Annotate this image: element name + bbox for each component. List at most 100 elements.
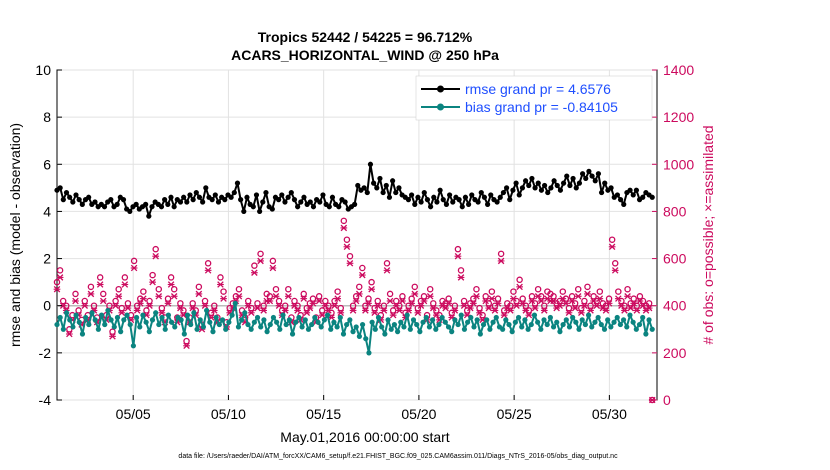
bias-point xyxy=(401,324,407,330)
obs-assimilated-point xyxy=(602,307,610,314)
obs-assimilated-point xyxy=(146,302,153,309)
obs-assimilated-point xyxy=(96,281,104,288)
bias-point xyxy=(124,312,130,318)
bias-point xyxy=(426,324,433,330)
obs-assimilated-point xyxy=(417,302,425,309)
rmse-point xyxy=(257,208,263,215)
bias-point xyxy=(79,331,86,337)
obs-assimilated-point xyxy=(540,307,548,314)
bias-point xyxy=(535,319,541,325)
bias-point xyxy=(318,324,324,330)
bias-point xyxy=(436,321,442,328)
obs-possible-point xyxy=(149,271,156,279)
bias-point xyxy=(538,326,544,332)
obs-assimilated-point xyxy=(408,300,416,307)
bias-point xyxy=(226,319,232,325)
obs-possible-point xyxy=(115,285,122,293)
obs-possible-point xyxy=(534,285,542,293)
x-tick-label-4: 05/25 xyxy=(497,406,532,422)
bias-point xyxy=(404,312,410,318)
obs-possible-point xyxy=(636,293,644,300)
obs-assimilated-point xyxy=(136,300,144,307)
bias-point xyxy=(286,317,292,323)
bias-point xyxy=(229,312,235,318)
rmse-point xyxy=(434,199,440,205)
obs-possible-point xyxy=(167,274,175,281)
bias-point xyxy=(70,324,76,330)
rmse-point xyxy=(73,192,79,198)
obs-possible-point xyxy=(568,293,576,300)
bias-point xyxy=(248,326,254,332)
obs-assimilated-point xyxy=(473,293,480,300)
bias-point xyxy=(528,321,534,328)
bias-point xyxy=(465,319,471,325)
obs-assimilated-point xyxy=(476,309,483,317)
rmse-point xyxy=(557,187,564,193)
bias-point xyxy=(274,319,280,325)
obs-assimilated-point xyxy=(260,307,267,314)
y-right-tick-label-0: 0 xyxy=(663,392,671,408)
bias-point xyxy=(347,317,353,323)
bias-point xyxy=(487,326,493,332)
obs-possible-point xyxy=(596,288,604,295)
rmse-point xyxy=(576,180,583,186)
obs-assimilated-point xyxy=(177,304,184,312)
rmse-point xyxy=(541,182,548,189)
obs-possible-point xyxy=(383,260,391,267)
x-tick-label-1: 05/10 xyxy=(211,406,246,422)
obs-possible-point xyxy=(587,302,594,309)
y-axis-label-left: rmse and bias (model - observation) xyxy=(7,123,23,347)
obs-possible-point xyxy=(281,302,289,309)
obs-assimilated-point xyxy=(291,302,298,309)
obs-assimilated-point xyxy=(167,281,175,288)
bias-point xyxy=(324,312,331,318)
rmse-point xyxy=(200,199,206,205)
bias-point xyxy=(512,319,518,325)
rmse-point xyxy=(241,208,247,215)
obs-assimilated-point xyxy=(522,307,530,314)
rmse-point xyxy=(101,204,108,210)
bias-point xyxy=(353,324,359,330)
bias-point xyxy=(410,317,417,323)
obs-assimilated-point xyxy=(371,309,379,317)
obs-assimilated-point xyxy=(405,307,412,314)
rmse-point xyxy=(162,197,168,203)
obs-assimilated-point xyxy=(432,311,440,319)
obs-assimilated-point xyxy=(445,300,453,307)
rmse-point xyxy=(92,199,98,205)
obs-assimilated-point xyxy=(121,281,129,288)
bias-point xyxy=(366,350,372,356)
obs-assimilated-point xyxy=(559,295,567,302)
bias-point xyxy=(585,312,592,318)
rmse-point xyxy=(519,185,526,191)
rmse-point xyxy=(108,197,114,203)
obs-possible-point xyxy=(393,297,400,305)
bias-point xyxy=(305,326,312,332)
bias-point xyxy=(149,317,156,323)
obs-assimilated-point xyxy=(155,293,163,300)
bias-point xyxy=(63,310,70,316)
obs-assimilated-point xyxy=(217,281,224,288)
bias-point xyxy=(627,312,633,318)
obs-possible-point xyxy=(476,304,483,312)
rmse-point xyxy=(431,194,437,200)
obs-assimilated-point xyxy=(513,302,520,309)
obs-assimilated-point xyxy=(340,224,348,232)
obs-assimilated-point xyxy=(482,297,490,305)
bias-point xyxy=(563,317,569,323)
obs-possible-point xyxy=(220,288,227,295)
obs-possible-point xyxy=(559,288,567,295)
obs-possible-point xyxy=(272,285,280,293)
obs-assimilated-point xyxy=(139,295,147,302)
obs-possible-point xyxy=(451,302,459,309)
bias-point xyxy=(433,326,439,332)
rmse-point xyxy=(57,185,63,191)
obs-possible-point xyxy=(584,283,591,291)
bias-point xyxy=(137,324,143,330)
bias-point xyxy=(566,324,573,330)
obs-possible-point xyxy=(217,274,224,281)
obs-possible-point xyxy=(260,302,267,309)
obs-assimilated-point xyxy=(300,295,308,302)
rmse-point xyxy=(146,213,152,219)
obs-assimilated-point xyxy=(56,274,64,281)
